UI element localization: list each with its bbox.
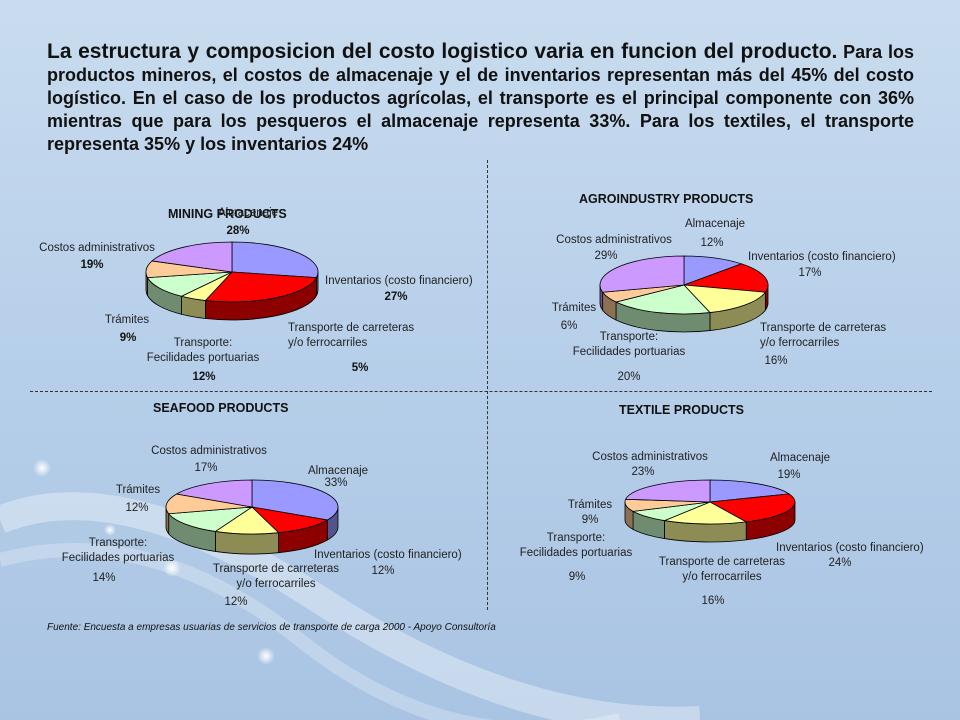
intro-paragraph: La estructura y composicion del costo lo…	[47, 40, 914, 156]
pie-slice-carreteras	[214, 506, 280, 535]
category-label: Transporte: Fecilidades portuarias	[62, 537, 175, 564]
value-label: 12%	[192, 371, 215, 383]
value-label: 5%	[352, 362, 369, 374]
chart-title-agroindustry: AGROINDUSTRY PRODUCTS	[579, 192, 754, 206]
category-label: Transporte de carreteras y/o ferrocarrile…	[760, 322, 886, 349]
category-label: Costos administrativos	[592, 451, 708, 463]
category-label: Costos administrativos	[151, 445, 267, 457]
value-label: 9%	[582, 514, 599, 526]
value-label: 17%	[194, 462, 217, 474]
value-label: 24%	[828, 557, 851, 569]
horizontal-divider	[30, 391, 932, 392]
pie-slice-almacenaje	[709, 479, 791, 503]
pie-slice-administrativos	[175, 479, 253, 508]
category-label: Inventarios (costo financiero)	[325, 275, 473, 287]
pie-chart-3: Almacenaje 19% Inventarios (costo financie…	[520, 451, 924, 607]
value-label: 12%	[224, 596, 247, 608]
value-label: 23%	[631, 466, 654, 478]
category-label: Almacenaje	[685, 218, 745, 230]
category-label: Costos administrativos	[556, 234, 672, 246]
category-label: Transporte de carreteras y/o ferrocarrile…	[288, 322, 414, 349]
category-label: Almacenaje	[308, 465, 368, 477]
value-label: 17%	[798, 267, 821, 279]
pie-slice-portuarias	[167, 506, 254, 532]
pie-slice-administrativos	[625, 479, 711, 503]
value-label: 28%	[226, 225, 249, 237]
value-label: 6%	[561, 320, 578, 332]
value-label: 9%	[569, 571, 586, 583]
value-label: 33%	[324, 477, 347, 489]
category-label: Transporte de carreteras y/o ferrocarrile…	[659, 556, 785, 583]
value-label: 19%	[777, 469, 800, 481]
chart-title-textile: TEXTILE PRODUCTS	[619, 403, 745, 417]
chart-title-seafood: SEAFOOD PRODUCTS	[153, 401, 289, 415]
category-label: Almacenaje	[218, 207, 278, 219]
category-label: Inventarios (costo financiero)	[776, 542, 924, 554]
value-label: 20%	[617, 371, 640, 383]
value-label: 16%	[701, 595, 724, 607]
pie-side-carreteras	[214, 530, 279, 555]
pie-slice-inventarios	[250, 506, 329, 534]
category-label: Inventarios (costo financiero)	[748, 251, 896, 263]
pie-slice-portuarias	[146, 271, 233, 297]
category-label: Almacenaje	[770, 452, 830, 464]
value-label: 16%	[764, 355, 787, 367]
category-label: Trámites	[568, 499, 613, 511]
value-label: 12%	[371, 565, 394, 577]
category-label: Inventarios (costo financiero)	[314, 549, 462, 561]
pie-slice-portuarias	[614, 284, 711, 315]
pie-slice-almacenaje	[251, 479, 339, 521]
category-label: Transporte: Fecilidades portuarias	[573, 331, 686, 358]
category-label: Transporte: Fecilidades portuarias	[520, 532, 633, 559]
vertical-divider	[487, 160, 488, 610]
category-label: Transporte de carreteras y/o ferrocarrile…	[213, 563, 339, 590]
pie-slice-almacenaje	[231, 241, 319, 279]
category-label: Transporte: Fecilidades portuarias	[147, 337, 260, 364]
value-label: 12%	[125, 502, 148, 514]
pie-slice-inventarios	[708, 493, 796, 523]
value-label: 29%	[594, 250, 617, 262]
intro-lead: La estructura y composicion del costo lo…	[47, 40, 838, 63]
intro-body: Para los productos mineros, el costos de…	[47, 42, 914, 154]
pie-slice-tramites	[165, 493, 253, 515]
pie-slice-carreteras	[662, 501, 748, 525]
pie-chart-0: 28% Inventarios (costo financiero) 27% Tran…	[39, 207, 473, 383]
pie-slice-inventarios	[683, 263, 769, 293]
chart-title-mining: MINING PRODUCTS	[168, 207, 287, 221]
pie-slice-administrativos	[599, 255, 685, 293]
category-label: Trámites	[116, 484, 161, 496]
pie-slice-administrativos	[151, 241, 233, 273]
category-label: Costos administrativos	[39, 242, 155, 254]
source-note: Fuente: Encuesta a empresas usuarias de …	[47, 622, 496, 633]
value-label: 27%	[384, 291, 407, 303]
pie-chart-1: Almacenaje 12% Inventarios (costo financie…	[552, 218, 896, 383]
pie-slice-carreteras	[682, 284, 767, 314]
value-label: 19%	[80, 259, 103, 271]
category-label: Trámites	[105, 314, 150, 326]
category-label: Trámites	[552, 302, 597, 314]
value-label: 12%	[700, 237, 723, 249]
pie-slice-inventarios	[204, 271, 318, 303]
value-label: 9%	[120, 332, 137, 344]
pie-slice-almacenaje	[683, 255, 743, 286]
value-label: 14%	[92, 572, 115, 584]
